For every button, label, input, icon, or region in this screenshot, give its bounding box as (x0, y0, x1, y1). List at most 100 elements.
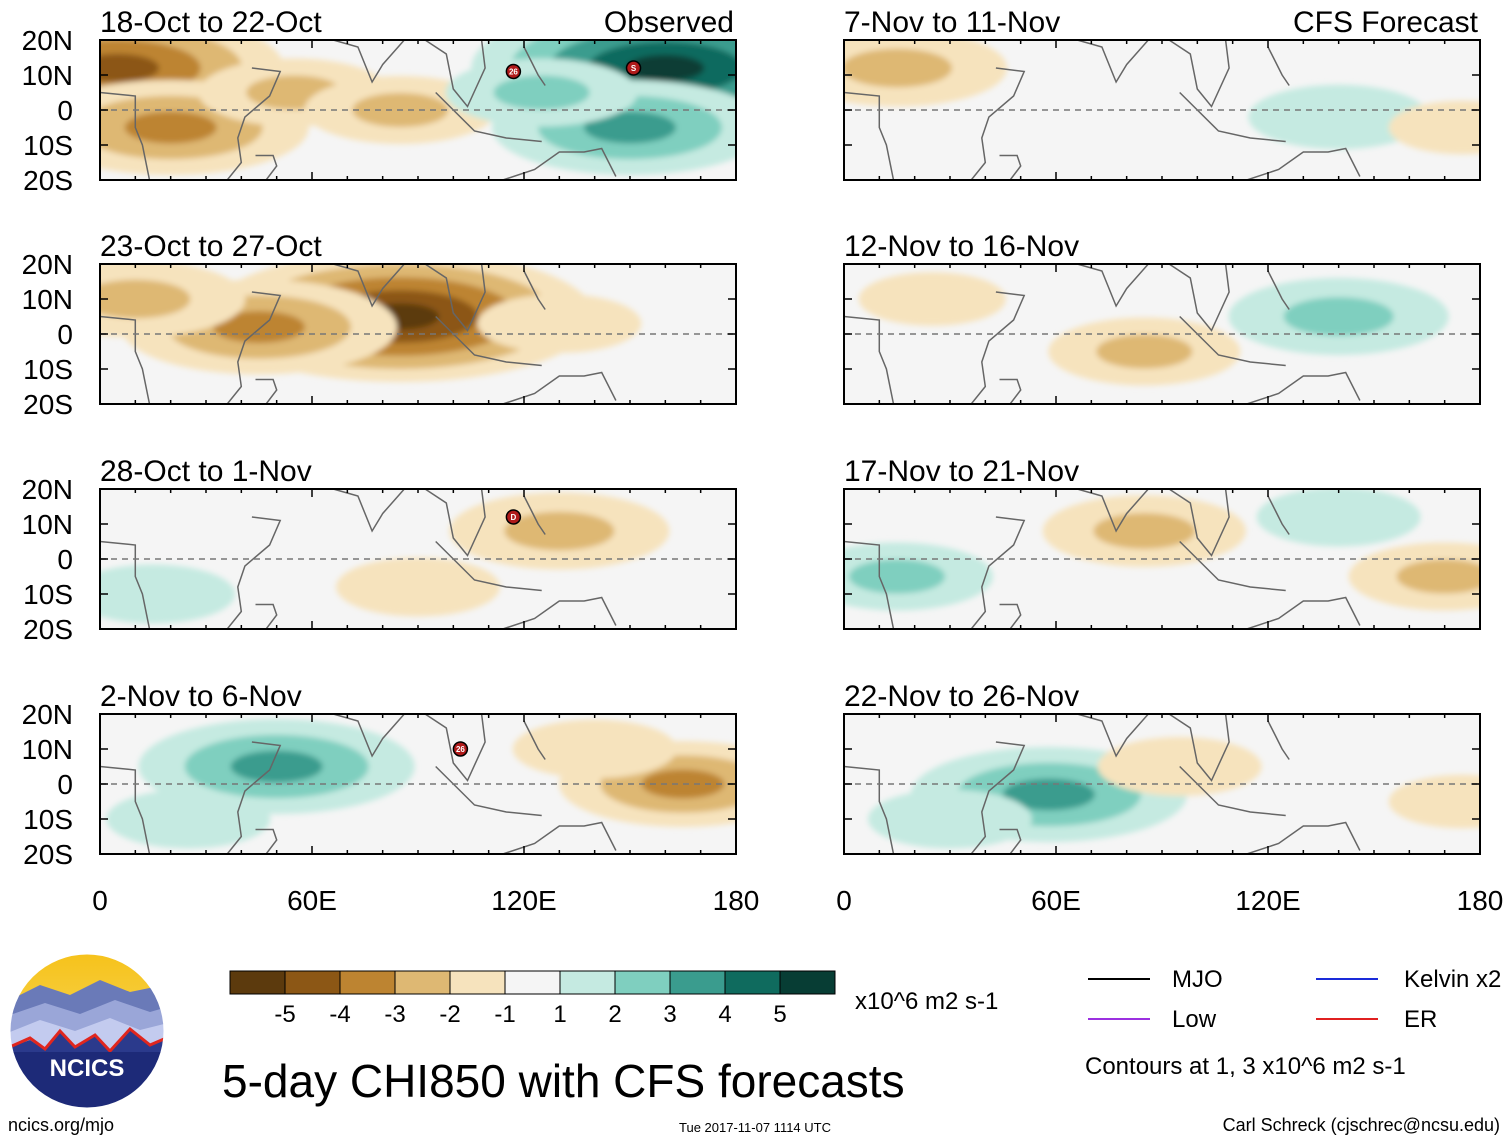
coastline (424, 40, 486, 108)
y-tick-label: 0 (57, 769, 73, 800)
colorbar-swatch (394, 970, 451, 995)
anomaly-mark (626, 54, 705, 82)
y-tick-label: 10S (23, 579, 73, 610)
coastline (1168, 714, 1230, 782)
panel-5: 7-Nov to 11-Nov CFS Forecast (843, 6, 1481, 181)
coastline (970, 291, 1026, 404)
panels-group: 26 S 20N 10N 0 10S 20S 18-Oct to 22-Oct Observed… (22, 6, 1481, 870)
source-url: ncics.org/mjo (8, 1115, 114, 1135)
storm-marker: D (505, 509, 522, 525)
coastline (255, 154, 278, 180)
anomaly-mark (1248, 84, 1430, 150)
anomaly-mark (100, 279, 191, 319)
coastline (844, 765, 895, 854)
coastline (255, 378, 278, 404)
panel-4: 26 20N 10N 0 10S 20S 2-Nov to 6-Nov (22, 680, 737, 870)
x-tick-label: 0 (92, 885, 108, 916)
colorbar-swatch (229, 970, 286, 995)
coastline (502, 147, 617, 180)
x-tick-label: 180 (1457, 885, 1504, 916)
coastline (226, 291, 282, 404)
y-tick-label: 20N (22, 25, 73, 56)
panel-source: CFS Forecast (1293, 6, 1479, 39)
storm-marker: 26 (452, 741, 469, 757)
colorbar: -5 -4 -3 -2 -1 1 2 3 4 5 (229, 970, 836, 1028)
anomaly-mark (336, 557, 500, 617)
y-tick-label: 20S (23, 389, 73, 420)
colorbar-swatch (504, 970, 561, 995)
coastline (523, 270, 546, 310)
colorbar-label: -5 (274, 1001, 295, 1028)
y-tick-label: 20N (22, 474, 73, 505)
y-tick-label: 0 (57, 544, 73, 575)
coastline (999, 828, 1022, 854)
colorbar-swatch (449, 970, 506, 995)
storm-marker-label: 26 (509, 68, 518, 77)
coastline (226, 516, 282, 629)
coastline (1076, 714, 1150, 758)
y-tick-label: 20N (22, 249, 73, 280)
coastline (844, 315, 895, 404)
coastline (523, 46, 546, 86)
coastline (435, 540, 542, 592)
panel-title: 22-Nov to 26-Nov (844, 680, 1079, 713)
anomaly-mark (1388, 100, 1480, 155)
coastlines (100, 264, 617, 404)
coastline (502, 371, 617, 404)
y-tick-label: 10N (22, 60, 73, 91)
colorbar-label: -4 (329, 1001, 350, 1028)
legend-label: ER (1404, 1006, 1437, 1033)
y-tick-label: 10N (22, 284, 73, 315)
figure-title: 5-day CHI850 with CFS forecasts (222, 1055, 905, 1107)
anomaly-field (858, 272, 1449, 386)
coastline (502, 821, 617, 854)
coastline (100, 315, 151, 404)
coastline (1267, 270, 1290, 310)
panel-2: 20N 10N 0 10S 20S 23-Oct to 27-Oct (22, 230, 737, 420)
y-tick-label: 20S (23, 165, 73, 196)
colorbar-swatch (614, 970, 671, 995)
anomaly-mark (858, 272, 1006, 326)
anomaly-field (100, 40, 736, 175)
contour-legend: MJO Kelvin x2 Low ER (1088, 966, 1501, 1033)
coastline (332, 40, 406, 84)
coastline (1179, 91, 1286, 143)
anomaly-mark (100, 564, 235, 624)
panel-3: D 20N 10N 0 10S 20S 28-Oct to 1-Nov (22, 455, 737, 645)
colorbar-swatch (559, 970, 616, 995)
anomaly-mark (504, 511, 615, 551)
coastline (332, 489, 406, 533)
coastline (1076, 264, 1150, 308)
colorbar-label: -1 (494, 1001, 515, 1028)
legend-label: Kelvin x2 (1404, 966, 1501, 993)
coastline (1168, 40, 1230, 108)
anomaly-field (868, 737, 1480, 849)
colorbar-label: 2 (608, 1001, 621, 1028)
x-tick-label: 0 (836, 885, 852, 916)
panel-1: 26 S 20N 10N 0 10S 20S 18-Oct to 22-Oct Observed (22, 6, 737, 196)
y-tick-label: 10S (23, 804, 73, 835)
storm-marker: S (625, 60, 642, 76)
anomaly-mark (584, 111, 676, 144)
coastline (1267, 495, 1290, 535)
coastline (1168, 489, 1230, 557)
coastline (523, 720, 546, 760)
logo-text: NCICS (50, 1055, 125, 1082)
anomaly-mark (1002, 778, 1095, 811)
anomaly-mark (1396, 559, 1480, 594)
colorbar-label: -2 (439, 1001, 460, 1028)
coastlines (100, 40, 617, 180)
panel-title: 28-Oct to 1-Nov (100, 455, 312, 488)
coastline (999, 603, 1022, 629)
coastline (435, 765, 542, 817)
y-tick-label: 20S (23, 839, 73, 870)
panel-title: 2-Nov to 6-Nov (100, 680, 302, 713)
anomaly-mark (1256, 489, 1421, 547)
anomaly-field (100, 264, 642, 382)
anomaly-mark (849, 559, 945, 594)
coastlines (100, 489, 617, 629)
coastlines (844, 489, 1361, 629)
anomaly-field (106, 719, 736, 849)
coastline (1179, 315, 1286, 367)
coastline (523, 495, 546, 535)
